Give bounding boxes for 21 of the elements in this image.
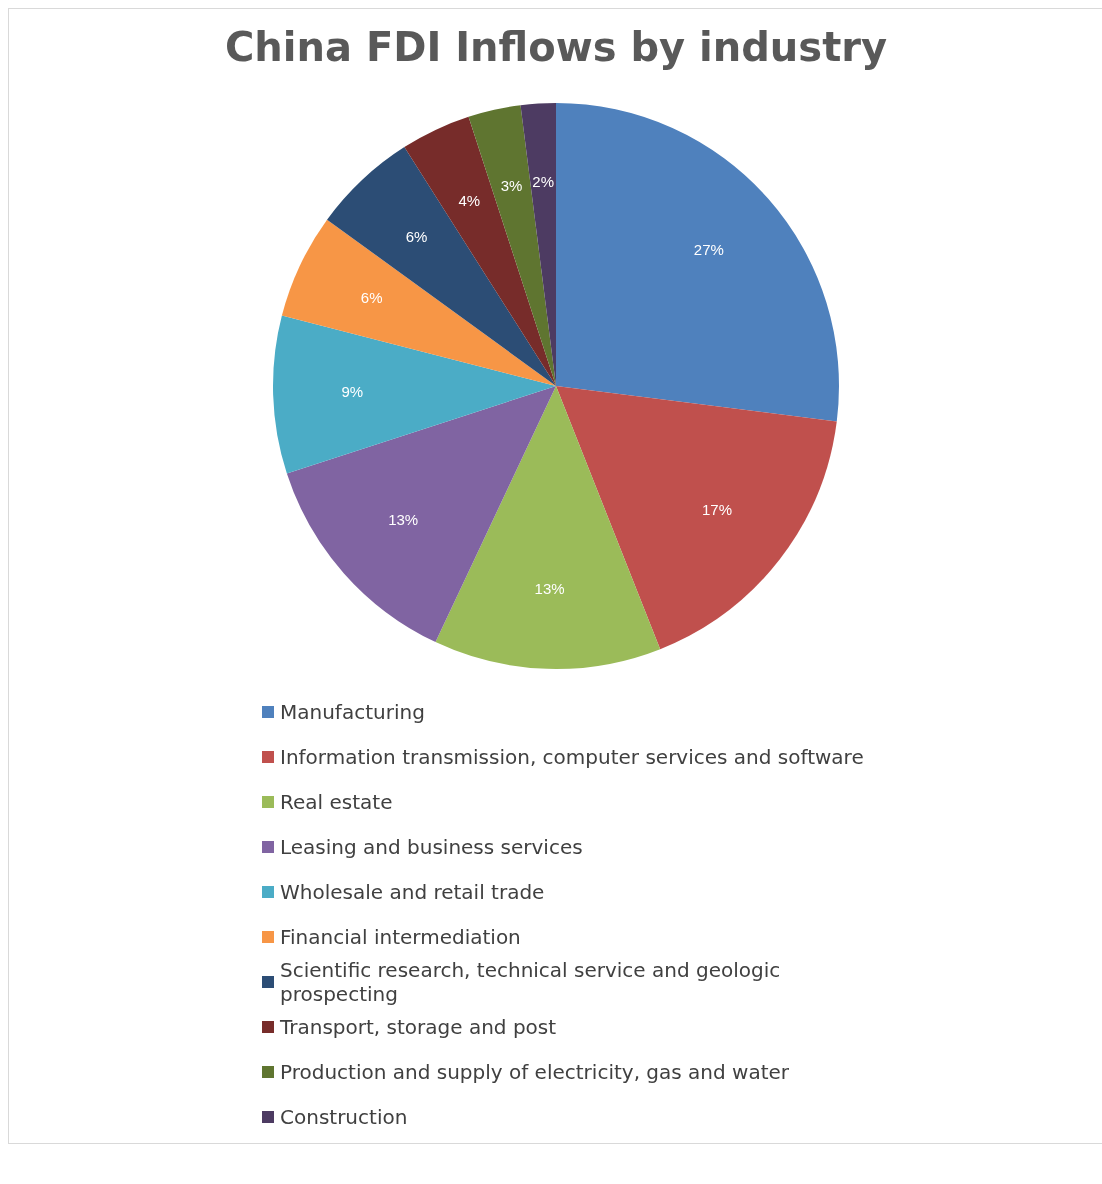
data-label: 6% bbox=[360, 289, 383, 307]
data-label: 17% bbox=[701, 501, 733, 519]
legend-label: Information transmission, computer services and software bbox=[280, 744, 864, 769]
chart-title: China FDI Inflows by industry bbox=[224, 24, 888, 71]
data-label: 13% bbox=[388, 510, 419, 528]
legend-label: Real estate bbox=[280, 789, 393, 814]
legend-label: Transport, storage and post bbox=[280, 1014, 557, 1039]
legend-label: Financial intermediation bbox=[280, 924, 521, 949]
data-label: 27% bbox=[693, 241, 724, 259]
data-label: 4% bbox=[458, 191, 481, 209]
legend-label: Leasing and business services bbox=[280, 834, 583, 859]
data-label: 2% bbox=[532, 172, 555, 190]
data-label: 9% bbox=[341, 382, 364, 400]
data-label: 13% bbox=[534, 579, 565, 597]
legend-label: Scientific research, technical service and geologic prospecting bbox=[280, 957, 782, 1006]
legend-label: Wholesale and retail trade bbox=[280, 879, 545, 904]
legend-label: Production and supply of electricity, gas and water bbox=[280, 1059, 790, 1084]
data-label: 3% bbox=[500, 177, 523, 195]
legend-label: Construction bbox=[280, 1104, 408, 1129]
legend-label: Manufacturing bbox=[280, 699, 425, 724]
data-label: 6% bbox=[405, 227, 428, 245]
